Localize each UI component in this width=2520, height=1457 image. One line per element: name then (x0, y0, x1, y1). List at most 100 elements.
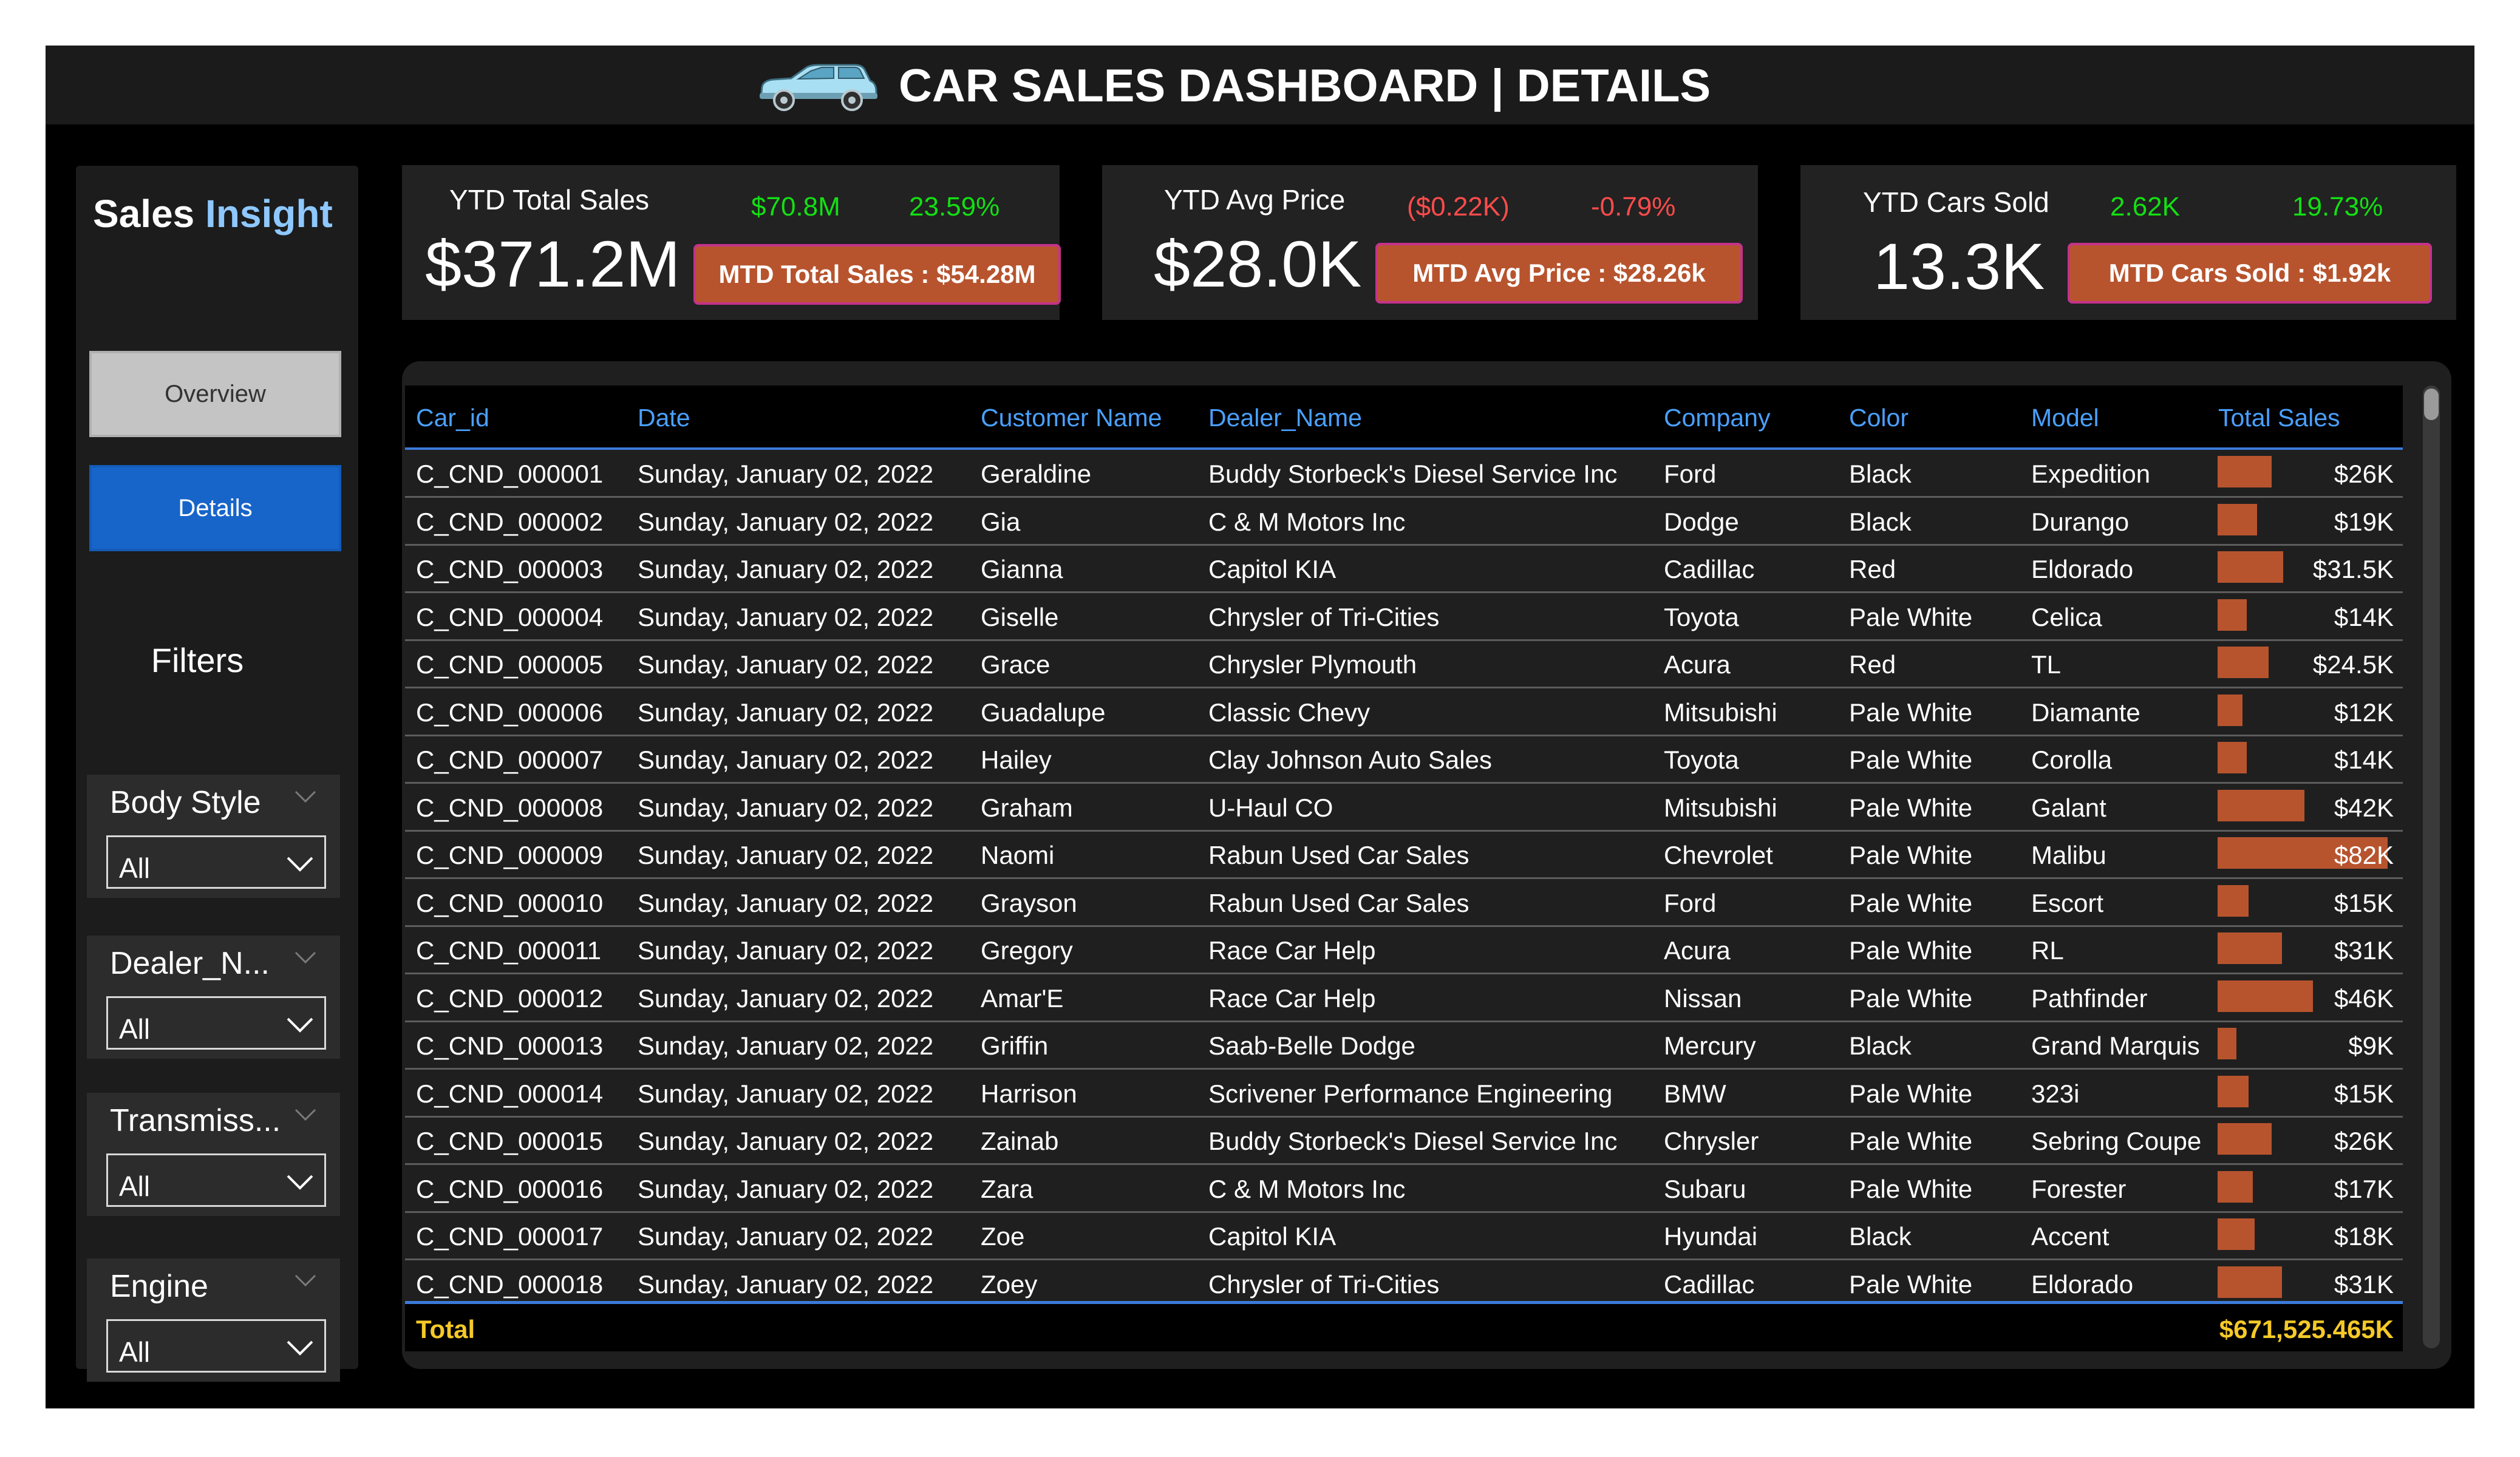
chevron-down-icon[interactable] (294, 949, 317, 966)
overview-button[interactable]: Overview (89, 351, 341, 437)
cell-color: Black (1849, 507, 1912, 536)
sales-data-bar (2218, 1123, 2272, 1155)
cell-car-id: C_CND_000012 (416, 983, 604, 1013)
cell-company: Mitsubishi (1664, 698, 1777, 727)
cell-model: Celica (2031, 602, 2102, 631)
kpi-value: $371.2M (425, 227, 681, 301)
sales-data-bar (2218, 1028, 2236, 1059)
table-row[interactable]: C_CND_000013 Sunday, January 02, 2022 Grif… (405, 1022, 2403, 1070)
cell-date: Sunday, January 02, 2022 (638, 1127, 934, 1155)
table-scrollbar[interactable] (2423, 385, 2440, 1348)
column-header-model[interactable]: Model (2031, 404, 2099, 432)
chevron-down-icon (287, 1340, 313, 1356)
table-row[interactable]: C_CND_000002 Sunday, January 02, 2022 Gia C… (405, 498, 2403, 546)
scrollbar-thumb[interactable] (2424, 389, 2439, 420)
column-header-total-sales[interactable]: Total Sales (2218, 404, 2340, 432)
cell-model: Malibu (2031, 841, 2106, 869)
cell-customer-name: Hailey (981, 745, 1052, 774)
cell-color: Pale White (1849, 793, 1973, 822)
brand-title: Sales Insight (93, 191, 333, 236)
cell-company: Acura (1664, 650, 1731, 679)
cell-date: Sunday, January 02, 2022 (638, 602, 934, 631)
details-button[interactable]: Details (89, 465, 341, 551)
cell-dealer-name: Classic Chevy (1208, 698, 1371, 727)
cell-model: Eldorado (2031, 1269, 2134, 1299)
table-row[interactable]: C_CND_000015 Sunday, January 02, 2022 Zain… (405, 1117, 2403, 1165)
table-row[interactable]: C_CND_000005 Sunday, January 02, 2022 Grac… (405, 640, 2403, 688)
sales-data-bar (2218, 599, 2247, 631)
table-row[interactable]: C_CND_000010 Sunday, January 02, 2022 Gray… (405, 879, 2403, 927)
cell-color: Pale White (1849, 1269, 1973, 1299)
cell-customer-name: Zoe (981, 1222, 1025, 1251)
cell-customer-name: Gianna (981, 555, 1063, 583)
cell-dealer-name: Rabun Used Car Sales (1208, 888, 1469, 917)
dropdown-value: All (119, 1170, 151, 1202)
cell-car-id: C_CND_000011 (416, 936, 602, 965)
cell-date: Sunday, January 02, 2022 (638, 1269, 934, 1299)
body-style-dropdown[interactable]: All (106, 835, 326, 889)
chevron-down-icon (287, 1175, 313, 1190)
cell-total-sales: $24.5K (2312, 650, 2394, 679)
table-row[interactable]: C_CND_000017 Sunday, January 02, 2022 Zoe C… (405, 1212, 2403, 1260)
table-row[interactable]: C_CND_000014 Sunday, January 02, 2022 Harr… (405, 1070, 2403, 1118)
mtd-total-sales-button[interactable]: MTD Total Sales : $54.28M (693, 244, 1061, 305)
column-header-dealer-name[interactable]: Dealer_Name (1208, 404, 1362, 432)
sidebar: Sales Insight Overview Details Filters B… (76, 166, 358, 1382)
mtd-cars-sold-button[interactable]: MTD Cars Sold : $1.92k (2068, 243, 2432, 304)
cell-model: 323i (2031, 1079, 2080, 1108)
chevron-down-icon[interactable] (294, 1106, 317, 1123)
transmission-dropdown[interactable]: All (106, 1153, 326, 1207)
table-row[interactable]: C_CND_000006 Sunday, January 02, 2022 Guad… (405, 688, 2403, 736)
cell-car-id: C_CND_000004 (416, 602, 604, 631)
table-row[interactable]: C_CND_000007 Sunday, January 02, 2022 Hail… (405, 736, 2403, 784)
cell-total-sales: $46K (2334, 983, 2394, 1013)
cell-color: Red (1849, 555, 1896, 583)
cell-total-sales: $15K (2334, 888, 2394, 917)
cell-total-sales: $82K (2334, 841, 2394, 869)
table-row[interactable]: C_CND_000003 Sunday, January 02, 2022 Gian… (405, 545, 2403, 593)
sales-data-bar (2218, 932, 2282, 964)
table-total-row: Total $671,525.465K (405, 1301, 2403, 1351)
page-title: CAR SALES DASHBOARD | DETAILS (899, 60, 1711, 112)
kpi-delta-percent: 19.73% (2292, 192, 2383, 222)
chevron-down-icon[interactable] (294, 1272, 317, 1289)
cell-total-sales: $26K (2334, 460, 2394, 488)
chevron-down-icon[interactable] (294, 788, 317, 805)
column-header-date[interactable]: Date (638, 404, 690, 432)
cell-company: Ford (1664, 460, 1717, 488)
kpi-value: 13.3K (1873, 229, 2045, 303)
cell-total-sales: $31K (2334, 936, 2394, 965)
slicer-dealer-name: Dealer_N... All (87, 936, 340, 1059)
cell-company: Chrysler (1664, 1127, 1759, 1155)
sales-data-bar (2218, 647, 2269, 678)
cell-total-sales: $14K (2334, 745, 2394, 774)
cell-model: Forester (2031, 1174, 2127, 1203)
column-header-company[interactable]: Company (1664, 404, 1771, 432)
cell-customer-name: Amar'E (981, 983, 1064, 1013)
column-header-car-id[interactable]: Car_id (416, 404, 489, 432)
table-row[interactable]: C_CND_000004 Sunday, January 02, 2022 Gise… (405, 593, 2403, 641)
sales-data-bar (2218, 503, 2257, 535)
column-header-color[interactable]: Color (1849, 404, 1909, 432)
cell-dealer-name: Scrivener Performance Engineering (1208, 1079, 1613, 1108)
cell-date: Sunday, January 02, 2022 (638, 1174, 934, 1203)
column-header-customer-name[interactable]: Customer Name (981, 404, 1162, 432)
engine-dropdown[interactable]: All (106, 1319, 326, 1373)
table-row[interactable]: C_CND_000011 Sunday, January 02, 2022 Greg… (405, 926, 2403, 974)
table-row[interactable]: C_CND_000001 Sunday, January 02, 2022 Gera… (405, 450, 2403, 498)
table-row[interactable]: C_CND_000012 Sunday, January 02, 2022 Amar… (405, 974, 2403, 1022)
table-row[interactable]: C_CND_000016 Sunday, January 02, 2022 Zara… (405, 1165, 2403, 1213)
table-row[interactable]: C_CND_000009 Sunday, January 02, 2022 Naom… (405, 831, 2403, 879)
cell-date: Sunday, January 02, 2022 (638, 983, 934, 1013)
total-value: $671,525.465K (2219, 1315, 2394, 1343)
cell-car-id: C_CND_000006 (416, 698, 604, 727)
dropdown-value: All (119, 852, 151, 884)
table-row[interactable]: C_CND_000008 Sunday, January 02, 2022 Grah… (405, 784, 2403, 832)
filters-heading: Filters (151, 641, 244, 679)
dashboard-canvas: CAR SALES DASHBOARD | DETAILS Sales Insi… (46, 46, 2474, 1408)
cell-dealer-name: Race Car Help (1208, 936, 1376, 965)
dealer-name-dropdown[interactable]: All (106, 996, 326, 1050)
mtd-avg-price-button[interactable]: MTD Avg Price : $28.26k (1375, 243, 1743, 304)
cell-company: Subaru (1664, 1174, 1746, 1203)
cell-model: Escort (2031, 888, 2104, 917)
